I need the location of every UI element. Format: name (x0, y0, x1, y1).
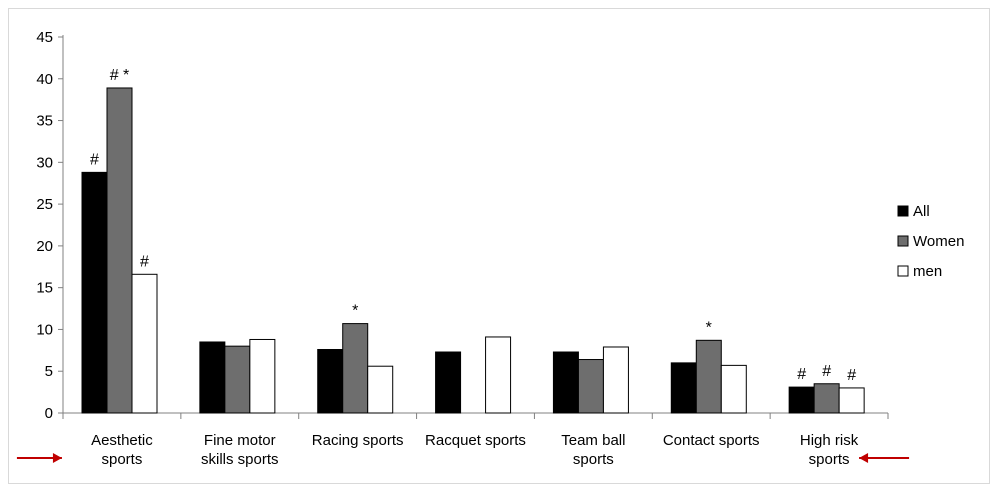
bar-all-5 (670, 362, 697, 414)
x-category-label: Team ball (561, 432, 625, 449)
x-category-label: sports (809, 451, 850, 468)
y-tick-label: 10 (36, 321, 53, 338)
x-category-label: Racquet sports (425, 432, 526, 449)
bar-women-6 (813, 383, 840, 414)
legend-label-men: men (913, 263, 942, 280)
red-arrow-head (52, 453, 62, 463)
y-tick-label: 15 (36, 280, 53, 297)
x-category-label: Fine motor (204, 432, 276, 449)
bar-all-4 (552, 351, 579, 414)
bar-men-1 (249, 338, 276, 414)
bar-men-4 (602, 346, 629, 414)
bar-all-0 (81, 171, 108, 414)
significance-marker: # * (110, 67, 130, 84)
legend-swatch-women (897, 235, 909, 247)
bar-women-4 (577, 359, 604, 414)
x-category-label: Racing sports (312, 432, 404, 449)
significance-marker: # (140, 253, 149, 270)
legend-swatch-men (897, 265, 909, 277)
bar-men-0 (131, 273, 158, 414)
x-category-label: sports (573, 451, 614, 468)
x-category-label: sports (101, 451, 142, 468)
significance-marker: # (822, 363, 831, 380)
x-category-label: Aesthetic (91, 432, 153, 449)
red-arrow-head (859, 453, 869, 463)
y-tick-label: 20 (36, 238, 53, 255)
y-tick-label: 0 (45, 405, 53, 422)
legend-swatch-all (897, 205, 909, 217)
x-category-label: Contact sports (663, 432, 760, 449)
bar-women-5 (695, 339, 722, 414)
significance-marker: # (847, 367, 856, 384)
bar-all-3 (435, 351, 462, 414)
significance-marker: * (352, 303, 358, 320)
y-tick-label: 30 (36, 154, 53, 171)
significance-marker: * (706, 319, 712, 336)
y-tick-label: 25 (36, 196, 53, 213)
bar-men-6 (838, 387, 865, 414)
legend-label-all: All (913, 203, 930, 220)
y-tick-label: 45 (36, 29, 53, 46)
x-category-label: High risk (800, 432, 859, 449)
bar-all-6 (788, 386, 815, 414)
bar-all-2 (317, 348, 344, 414)
bar-men-3 (485, 336, 512, 414)
bar-men-5 (720, 364, 747, 414)
y-tick-label: 5 (45, 363, 53, 380)
bar-women-1 (224, 345, 251, 414)
bar-all-1 (199, 341, 226, 414)
significance-marker: # (797, 366, 806, 383)
significance-marker: # (90, 151, 99, 168)
chart-frame (8, 8, 990, 484)
bar-men-2 (367, 365, 394, 414)
y-tick-label: 40 (36, 71, 53, 88)
legend-label-women: Women (913, 233, 964, 250)
bar-women-0 (106, 87, 133, 414)
y-tick-label: 35 (36, 113, 53, 130)
bar-women-2 (342, 323, 369, 414)
x-category-label: skills sports (201, 451, 279, 468)
